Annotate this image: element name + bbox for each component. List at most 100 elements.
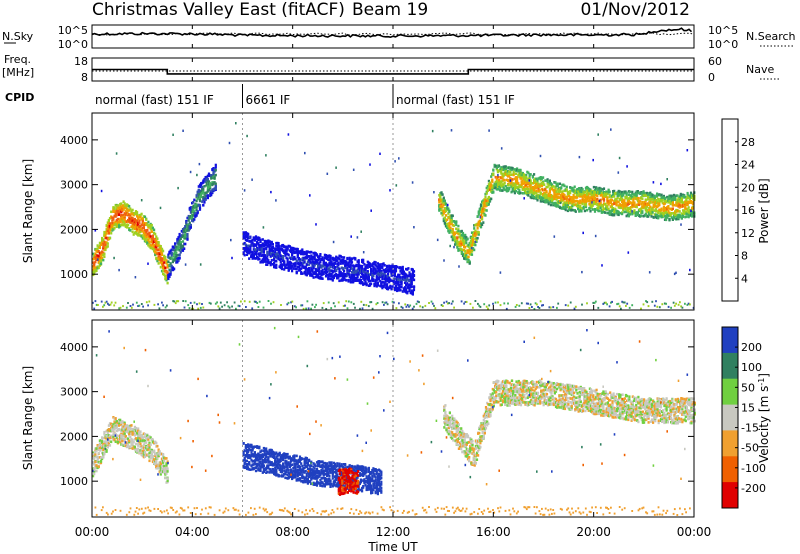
heatmap-cell bbox=[606, 198, 609, 201]
heatmap-cell bbox=[370, 282, 373, 286]
heatmap-cell bbox=[326, 255, 329, 259]
heatmap-cell bbox=[593, 208, 597, 211]
heatmap-cell bbox=[599, 206, 602, 210]
heatmap-cell bbox=[376, 262, 379, 265]
heatmap-cell bbox=[108, 423, 112, 427]
heatmap-cell bbox=[177, 258, 180, 262]
heatmap-cell bbox=[679, 301, 681, 304]
heatmap-cell bbox=[381, 285, 384, 288]
heatmap-cell bbox=[279, 254, 282, 257]
heatmap-cell bbox=[519, 168, 522, 172]
heatmap-cell bbox=[663, 202, 667, 205]
heatmap-cell bbox=[97, 445, 100, 448]
heatmap-cell bbox=[433, 191, 435, 194]
heatmap-cell bbox=[535, 186, 538, 189]
heatmap-cell bbox=[575, 196, 579, 199]
heatmap-cell bbox=[591, 204, 594, 207]
heatmap-cell bbox=[124, 225, 127, 228]
heatmap-cell bbox=[657, 214, 660, 218]
heatmap-cell bbox=[113, 256, 115, 260]
heatmap-cell bbox=[367, 276, 370, 279]
heatmap-cell bbox=[508, 173, 511, 176]
heatmap-cell bbox=[318, 262, 321, 265]
heatmap-cell bbox=[504, 169, 507, 172]
heatmap-cell bbox=[618, 211, 621, 215]
heatmap-cell bbox=[687, 194, 690, 198]
heatmap-cell bbox=[105, 228, 108, 231]
heatmap-cell bbox=[653, 213, 656, 216]
heatmap-cell bbox=[687, 196, 690, 199]
heatmap-cell bbox=[256, 255, 259, 259]
heatmap-cell bbox=[573, 195, 576, 199]
heatmap-cell bbox=[394, 269, 398, 273]
heatmap-cell bbox=[518, 189, 521, 192]
heatmap-cell bbox=[267, 245, 270, 248]
heatmap-cell bbox=[504, 165, 507, 168]
heatmap-cell bbox=[474, 300, 477, 302]
heatmap-cell bbox=[498, 164, 500, 167]
heatmap-cell bbox=[102, 455, 105, 458]
heatmap-cell bbox=[128, 209, 131, 212]
heatmap-cell bbox=[686, 149, 689, 152]
heatmap-cell bbox=[608, 199, 611, 203]
heatmap-cell bbox=[558, 206, 562, 210]
heatmap-cell bbox=[366, 272, 369, 275]
heatmap-cell bbox=[457, 224, 460, 228]
heatmap-cell bbox=[527, 171, 530, 175]
heatmap-cell bbox=[551, 183, 554, 186]
heatmap-cell bbox=[616, 303, 618, 306]
heatmap-cell bbox=[93, 461, 96, 464]
heatmap-cell bbox=[347, 263, 350, 267]
heatmap-cell bbox=[504, 172, 507, 175]
heatmap-cell bbox=[99, 260, 103, 263]
heatmap-cell bbox=[124, 211, 127, 215]
heatmap-cell bbox=[286, 257, 289, 261]
heatmap-cell bbox=[592, 301, 595, 304]
heatmap-cell bbox=[533, 173, 536, 176]
heatmap-cell bbox=[528, 307, 531, 309]
heatmap-cell bbox=[689, 303, 691, 306]
heatmap-cell bbox=[608, 201, 611, 204]
heatmap-cell bbox=[291, 300, 294, 303]
heatmap-cell bbox=[634, 197, 637, 200]
heatmap-cell bbox=[504, 188, 507, 192]
freq-label: Freq. bbox=[4, 53, 31, 66]
heatmap-cell bbox=[688, 194, 691, 198]
heatmap-cell bbox=[516, 177, 519, 180]
heatmap-cell bbox=[669, 202, 672, 206]
heatmap-cell bbox=[661, 211, 664, 215]
heatmap-cell bbox=[287, 263, 290, 267]
heatmap-cell bbox=[634, 214, 637, 217]
heatmap-cell bbox=[198, 302, 201, 305]
heatmap-cell bbox=[509, 179, 512, 182]
heatmap-cell bbox=[442, 196, 445, 200]
heatmap-cell bbox=[582, 190, 585, 194]
heatmap-cell bbox=[538, 188, 541, 192]
heatmap-cell bbox=[617, 204, 620, 207]
heatmap-cell bbox=[107, 232, 110, 235]
heatmap-cell bbox=[443, 200, 446, 204]
heatmap-cell bbox=[641, 210, 644, 213]
heatmap-cell bbox=[314, 269, 317, 273]
heatmap-cell bbox=[531, 176, 534, 179]
heatmap-cell bbox=[261, 260, 264, 264]
heatmap-cell bbox=[622, 208, 625, 212]
heatmap-cell bbox=[155, 243, 158, 246]
heatmap-cell bbox=[248, 239, 251, 243]
heatmap-cell bbox=[672, 301, 675, 304]
heatmap-cell bbox=[672, 197, 676, 201]
heatmap-cell bbox=[213, 168, 216, 171]
heatmap-cell bbox=[137, 305, 139, 307]
heatmap-cell bbox=[199, 263, 202, 266]
heatmap-cell bbox=[178, 256, 181, 260]
heatmap-cell bbox=[337, 301, 340, 304]
heatmap-cell bbox=[266, 254, 269, 258]
heatmap-cell bbox=[97, 258, 99, 261]
heatmap-cell bbox=[392, 272, 395, 276]
heatmap-cell bbox=[315, 262, 319, 265]
heatmap-cell bbox=[396, 265, 399, 269]
heatmap-cell bbox=[594, 234, 597, 238]
heatmap-cell bbox=[291, 269, 294, 273]
heatmap-cell bbox=[549, 306, 552, 309]
heatmap-cell bbox=[648, 212, 651, 215]
